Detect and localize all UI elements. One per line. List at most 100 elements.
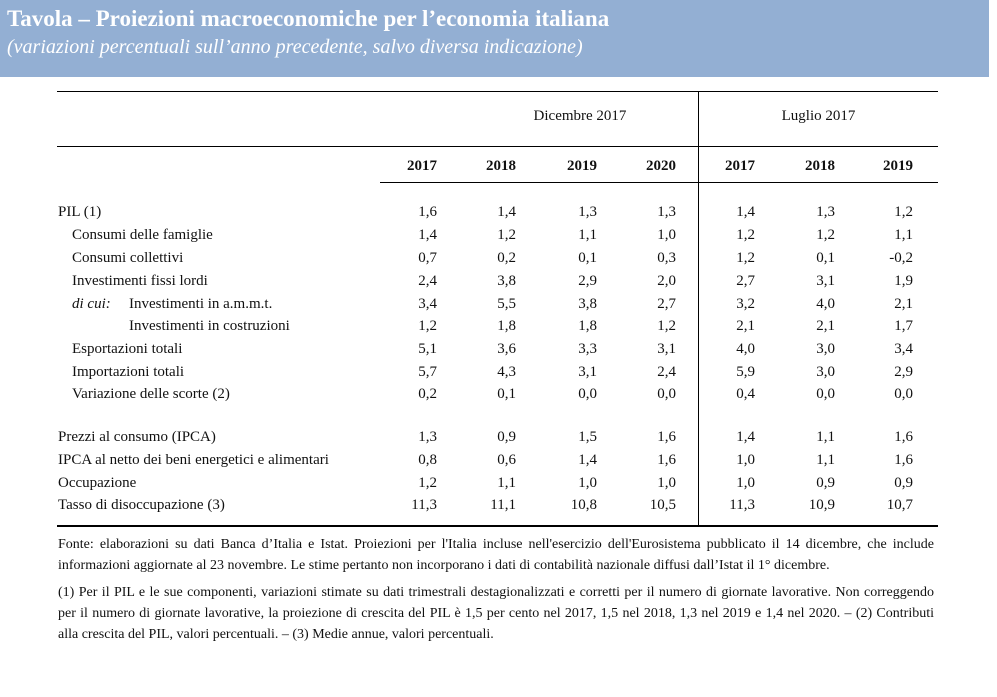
footnotes: (1) Per il PIL e le sue componenti, vari… (58, 585, 934, 642)
table-cell: 0,2 (418, 386, 437, 402)
year-rule (380, 182, 938, 183)
table-cell: 3,0 (816, 341, 835, 357)
table-cell: 1,0 (736, 475, 755, 491)
table-cell: 0,9 (816, 475, 835, 491)
table-cell: 3,4 (418, 296, 437, 312)
table-cell: 3,1 (657, 341, 676, 357)
row-label-disoccupazione: Tasso di disoccupazione (3) (58, 497, 225, 513)
table-cell: 1,5 (578, 429, 597, 445)
table-cell: 1,8 (578, 318, 597, 334)
table-cell: 1,1 (816, 429, 835, 445)
table-cell: -0,2 (889, 250, 913, 266)
table-cell: 1,8 (497, 318, 516, 334)
table-cell: 1,3 (657, 204, 676, 220)
table-cell: 3,4 (894, 341, 913, 357)
table-cell: 0,3 (657, 250, 676, 266)
table-cell: 1,6 (657, 452, 676, 468)
table-cell: 1,3 (578, 204, 597, 220)
group-header-dicembre: Dicembre 2017 (533, 108, 627, 124)
table-cell: 2,1 (736, 318, 755, 334)
table-cell: 1,4 (418, 227, 437, 243)
year-header: 2017 (407, 158, 437, 174)
table-cell: 0,9 (894, 475, 913, 491)
table-cell: 0,1 (816, 250, 835, 266)
table-cell: 0,0 (578, 386, 597, 402)
table-cell: 11,3 (729, 497, 755, 513)
table-cell: 1,2 (736, 250, 755, 266)
table-header-banner: Tavola – Proiezioni macroeconomiche per … (0, 0, 989, 77)
table-cell: 2,4 (657, 364, 676, 380)
table-cell: 4,0 (736, 341, 755, 357)
table-cell: 0,0 (816, 386, 835, 402)
table-cell: 3,2 (736, 296, 755, 312)
row-label-importazioni: Importazioni totali (72, 364, 185, 380)
top-rule (57, 91, 938, 92)
table-cell: 3,1 (578, 364, 597, 380)
group-separator (698, 91, 699, 525)
table-cell: 10,8 (570, 497, 597, 513)
table-cell: 1,1 (578, 227, 597, 243)
table-cell: 0,8 (418, 452, 437, 468)
row-label-consumi-collettivi: Consumi collettivi (72, 250, 184, 266)
year-header: 2020 (646, 158, 676, 174)
row-label-consumi-famiglie: Consumi delle famiglie (72, 227, 213, 243)
row-label-esportazioni: Esportazioni totali (72, 341, 183, 357)
table-cell: 10,7 (886, 497, 913, 513)
table-cell: 1,2 (657, 318, 676, 334)
table-cell: 1,2 (816, 227, 835, 243)
table-cell: 11,1 (490, 497, 516, 513)
table-cell: 1,9 (894, 273, 913, 289)
table-cell: 0,1 (497, 386, 516, 402)
table-cell: 1,2 (497, 227, 516, 243)
table-cell: 5,5 (497, 296, 516, 312)
table-cell: 2,7 (736, 273, 755, 289)
table-cell: 1,4 (736, 429, 755, 445)
table-cell: 4,0 (816, 296, 835, 312)
table-title: Tavola – Proiezioni macroeconomiche per … (7, 6, 610, 31)
table-cell: 2,9 (578, 273, 597, 289)
row-label-investimenti: Investimenti fissi lordi (72, 273, 208, 289)
table-cell: 1,6 (894, 452, 913, 468)
table-cell: 3,8 (578, 296, 597, 312)
bottom-rule (57, 525, 938, 527)
table-cell: 1,2 (418, 318, 437, 334)
year-header: 2018 (486, 158, 516, 174)
row-label-pil: PIL (1) (58, 204, 102, 220)
table-cell: 1,4 (497, 204, 516, 220)
table-cell: 10,5 (649, 497, 676, 513)
table-cell: 1,6 (657, 429, 676, 445)
year-header: 2017 (725, 158, 755, 174)
row-label-ipca-netto: IPCA al netto dei beni energetici e alim… (58, 452, 329, 468)
table-cell: 1,3 (816, 204, 835, 220)
table-cell: 0,6 (497, 452, 516, 468)
table-cell: 0,7 (418, 250, 437, 266)
table-cell: 0,0 (657, 386, 676, 402)
table-cell: 1,0 (578, 475, 597, 491)
table-cell: 1,0 (736, 452, 755, 468)
table-cell: 1,2 (736, 227, 755, 243)
table-cell: 1,0 (657, 227, 676, 243)
table-cell: 2,7 (657, 296, 676, 312)
row-label-ipca: Prezzi al consumo (IPCA) (58, 429, 216, 445)
table-subtitle: (variazioni percentuali sull’anno preced… (7, 36, 583, 58)
table-cell: 2,4 (418, 273, 437, 289)
table-cell: 1,1 (497, 475, 516, 491)
table-cell: 0,4 (736, 386, 755, 402)
table-cell: 1,4 (578, 452, 597, 468)
table-cell: 0,2 (497, 250, 516, 266)
table-cell: 0,1 (578, 250, 597, 266)
table-cell: 1,6 (418, 204, 437, 220)
table-cell: 1,2 (894, 204, 913, 220)
table-cell: 4,3 (497, 364, 516, 380)
table-cell: 1,3 (418, 429, 437, 445)
row-label-occupazione: Occupazione (58, 475, 137, 491)
table-cell: 2,0 (657, 273, 676, 289)
table-cell: 1,4 (736, 204, 755, 220)
year-header: 2019 (883, 158, 913, 174)
table-cell: 3,8 (497, 273, 516, 289)
table-cell: 3,3 (578, 341, 597, 357)
table-cell: 5,1 (418, 341, 437, 357)
table-cell: 10,9 (808, 497, 835, 513)
table-cell: 5,9 (736, 364, 755, 380)
table-cell: 1,0 (657, 475, 676, 491)
